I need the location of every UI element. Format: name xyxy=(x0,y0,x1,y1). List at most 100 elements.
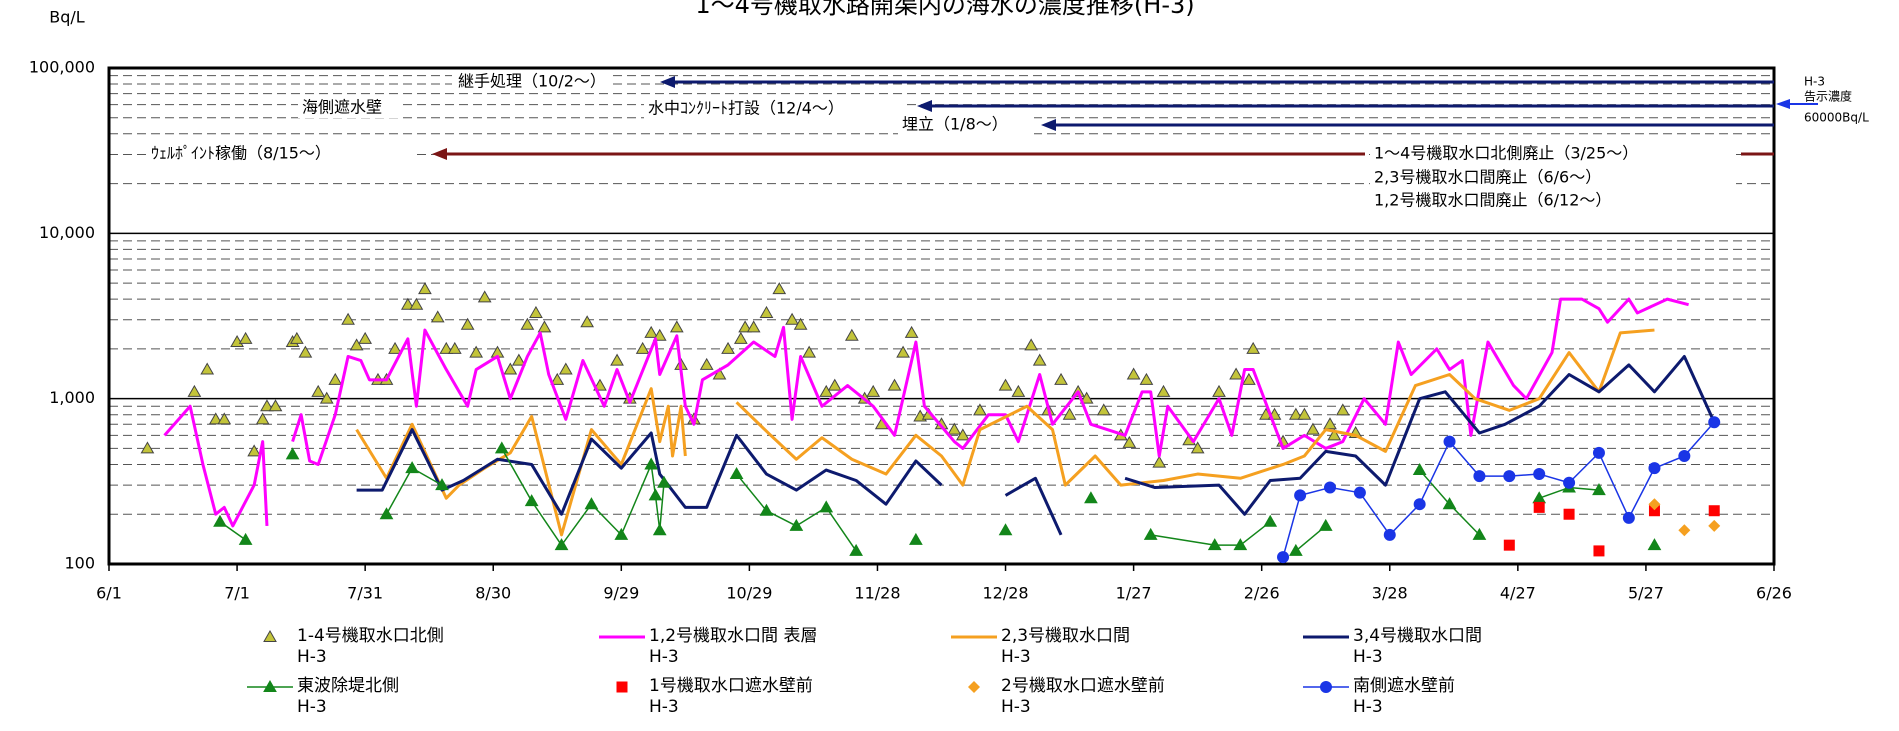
marker xyxy=(477,290,492,303)
marker xyxy=(998,378,1013,391)
annotation: H-3 xyxy=(1804,75,1825,89)
annotation: 告示濃度 xyxy=(1804,89,1852,104)
marker xyxy=(669,320,684,333)
y-axis-label: Bq/L xyxy=(49,8,85,27)
x-tick-label: 6/26 xyxy=(1756,584,1792,603)
marker xyxy=(648,488,663,501)
marker xyxy=(520,317,535,330)
marker xyxy=(550,372,565,385)
y-tick-label: 1,000 xyxy=(49,388,95,407)
legend-item: 1-4号機取水口北側 H-3 xyxy=(245,626,597,676)
marker xyxy=(1233,538,1248,551)
arrow-head xyxy=(1041,119,1056,131)
marker xyxy=(187,384,202,397)
legend-label: 南側遮水壁前 H-3 xyxy=(1353,676,1455,717)
label-bg xyxy=(147,144,417,164)
marker xyxy=(1708,519,1721,532)
marker xyxy=(1288,407,1303,420)
marker xyxy=(827,378,842,391)
marker xyxy=(285,447,300,460)
marker xyxy=(524,494,539,507)
annotation: ｳｪﾙﾎﾟｲﾝﾄ稼働（8/15～） xyxy=(151,144,331,163)
marker xyxy=(1190,441,1205,454)
legend-swatch xyxy=(968,681,980,693)
x-tick-label: 9/29 xyxy=(603,584,639,603)
marker xyxy=(1207,538,1222,551)
marker xyxy=(1648,505,1660,517)
marker xyxy=(1563,508,1575,520)
marker xyxy=(1277,551,1290,564)
chart-title: 1～4号機取水路開渠内の海水の濃度推移(H-3) xyxy=(695,0,1194,19)
legend-item: 南側遮水壁前 H-3 xyxy=(1301,676,1653,726)
legend: 1-4号機取水口北側 H-3 1,2号機取水口間 表層 H-3 2,3号機取水口間 … xyxy=(245,626,1653,726)
marker xyxy=(1472,527,1487,540)
legend-item: 1号機取水口遮水壁前 H-3 xyxy=(597,676,949,726)
marker xyxy=(298,345,313,358)
legend-item: 2,3号機取水口間 H-3 xyxy=(949,626,1301,676)
legend-item: 2号機取水口遮水壁前 H-3 xyxy=(949,676,1301,726)
marker xyxy=(1592,483,1606,496)
marker xyxy=(1156,384,1171,397)
marker xyxy=(785,312,799,325)
marker xyxy=(255,412,270,425)
marker xyxy=(554,538,569,551)
marker xyxy=(616,681,628,693)
series xyxy=(213,441,1662,556)
marker xyxy=(268,399,283,412)
marker xyxy=(904,325,919,338)
x-tick-label: 8/30 xyxy=(475,584,511,603)
annotation: 海側遮水壁 xyxy=(302,98,382,117)
marker xyxy=(409,297,424,310)
marker xyxy=(657,475,671,488)
legend-label: 1号機取水口遮水壁前 H-3 xyxy=(649,676,813,717)
marker xyxy=(200,362,215,375)
marker xyxy=(1473,470,1486,483)
marker xyxy=(1503,470,1516,483)
marker xyxy=(1294,489,1307,502)
marker xyxy=(1327,428,1342,441)
marker xyxy=(1323,417,1337,430)
legend-label: 2号機取水口遮水壁前 H-3 xyxy=(1001,676,1165,717)
x-tick-label: 5/27 xyxy=(1628,584,1664,603)
marker xyxy=(759,305,774,318)
marker xyxy=(1011,384,1026,397)
marker xyxy=(447,341,462,354)
x-tick-label: 7/1 xyxy=(224,584,250,603)
marker xyxy=(1126,367,1141,380)
marker xyxy=(580,315,595,328)
marker xyxy=(998,523,1013,536)
y-tick-label: 100 xyxy=(64,554,95,573)
marker xyxy=(238,532,253,545)
annotation: 2,3号機取水口間廃止（6/6～） xyxy=(1374,168,1601,187)
marker xyxy=(896,345,910,358)
marker xyxy=(819,384,834,397)
marker xyxy=(909,532,923,545)
marker xyxy=(1122,435,1137,448)
legend-swatch xyxy=(1303,681,1349,693)
marker xyxy=(1533,501,1545,513)
marker xyxy=(1648,498,1661,511)
marker xyxy=(1592,446,1605,459)
marker xyxy=(614,527,629,540)
marker xyxy=(247,444,262,457)
marker xyxy=(1708,416,1721,429)
marker xyxy=(558,362,573,375)
legend-label: 1,2号機取水口間 表層 H-3 xyxy=(649,626,818,667)
marker xyxy=(208,412,223,425)
marker xyxy=(1079,391,1094,404)
marker xyxy=(1503,539,1515,551)
marker xyxy=(1442,497,1457,510)
x-tick-label: 6/1 xyxy=(96,584,122,603)
series xyxy=(1277,416,1721,564)
plot-frame xyxy=(107,66,1776,566)
marker xyxy=(849,543,863,556)
x-tick-label: 1/27 xyxy=(1116,584,1152,603)
series xyxy=(1648,498,1721,537)
marker xyxy=(217,412,232,425)
label-bg xyxy=(452,72,612,92)
marker xyxy=(1062,407,1077,420)
marker xyxy=(1533,468,1546,481)
legend-item: 1,2号機取水口間 表層 H-3 xyxy=(597,626,949,676)
marker xyxy=(819,500,834,513)
series-line xyxy=(163,297,1690,528)
